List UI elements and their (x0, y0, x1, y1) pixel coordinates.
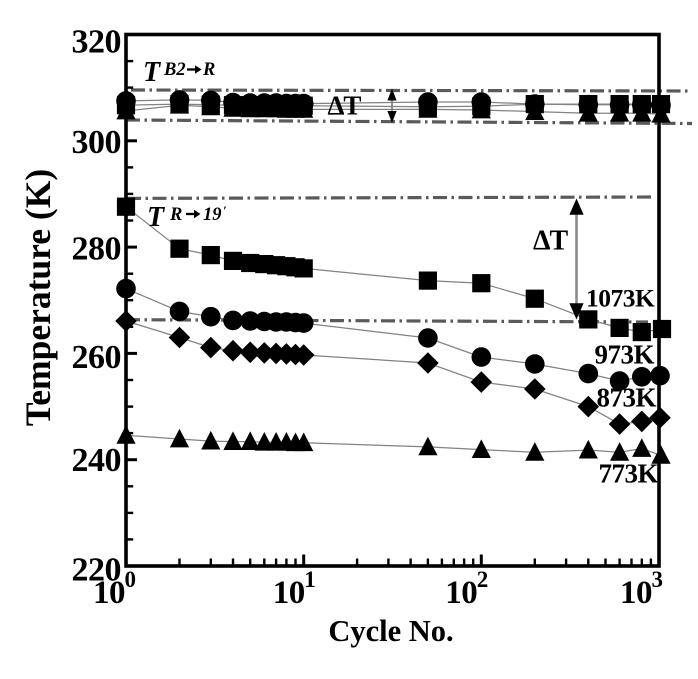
svg-text:ΔT: ΔT (533, 226, 569, 257)
svg-text:260: 260 (72, 339, 122, 376)
svg-text:220: 220 (72, 552, 122, 589)
svg-text:B2: B2 (163, 60, 186, 80)
svg-text:R: R (169, 205, 182, 225)
svg-text:240: 240 (72, 442, 122, 479)
svg-text:Cycle No.: Cycle No. (328, 614, 453, 648)
svg-text:0: 0 (125, 567, 137, 592)
svg-text:10: 10 (445, 575, 477, 611)
svg-text:10: 10 (620, 575, 652, 611)
svg-text:T: T (143, 57, 162, 88)
svg-text:873K: 873K (597, 383, 657, 413)
svg-text:R: R (202, 60, 215, 80)
svg-text:10: 10 (93, 575, 125, 611)
svg-text:10: 10 (273, 575, 305, 611)
svg-text:300: 300 (72, 124, 122, 161)
svg-text:2: 2 (477, 567, 489, 592)
svg-text:1: 1 (304, 567, 316, 592)
svg-text:773K: 773K (599, 459, 659, 489)
svg-text:1073K: 1073K (586, 284, 655, 313)
svg-text:ΔT: ΔT (328, 91, 362, 121)
svg-text:19: 19 (203, 205, 222, 225)
svg-text:T: T (147, 202, 166, 233)
svg-text:3: 3 (652, 567, 664, 592)
svg-text:′: ′ (223, 203, 227, 218)
svg-text:973K: 973K (595, 340, 655, 370)
svg-text:280: 280 (72, 230, 122, 267)
svg-text:320: 320 (72, 24, 122, 61)
svg-text:Temperature (K): Temperature (K) (18, 169, 58, 426)
